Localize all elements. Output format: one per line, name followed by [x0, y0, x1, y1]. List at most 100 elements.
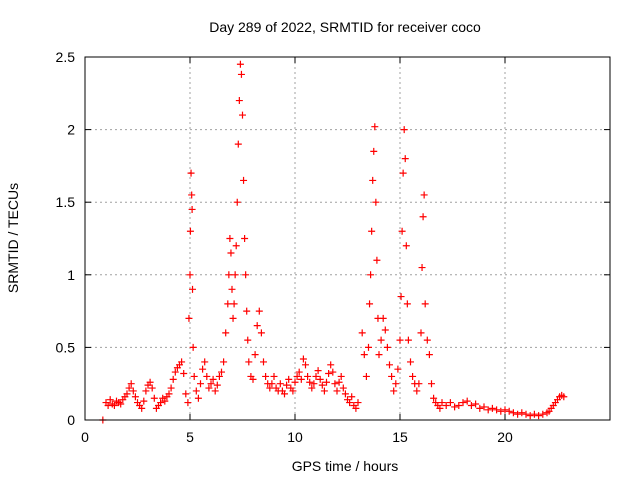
data-point	[281, 390, 288, 398]
data-point	[312, 372, 320, 380]
data-point	[390, 387, 398, 395]
data-point	[178, 358, 186, 366]
data-point	[368, 227, 376, 235]
data-points	[99, 60, 568, 424]
data-point	[438, 399, 446, 407]
data-point	[197, 380, 204, 388]
data-point	[171, 368, 179, 376]
data-point	[245, 358, 253, 366]
data-point	[418, 264, 426, 272]
data-point	[232, 242, 240, 250]
data-point	[257, 329, 265, 337]
data-point	[253, 322, 261, 330]
data-point	[186, 227, 194, 235]
data-point	[211, 387, 219, 395]
data-point	[509, 409, 517, 417]
data-point	[249, 375, 257, 383]
data-point	[106, 396, 114, 404]
y-axis-label: SRMTID / TECUs	[5, 183, 21, 293]
data-point	[476, 404, 484, 412]
data-point	[167, 384, 175, 392]
data-point	[161, 397, 169, 405]
data-point	[372, 198, 380, 206]
data-point	[310, 380, 318, 388]
data-point	[381, 326, 389, 334]
data-point	[138, 404, 146, 412]
data-point	[402, 242, 410, 250]
data-point	[397, 293, 405, 301]
data-point	[182, 390, 190, 398]
plot-frame	[84, 56, 611, 421]
data-point	[228, 285, 236, 293]
data-point	[497, 407, 505, 415]
data-point	[229, 314, 237, 322]
data-point	[129, 387, 137, 395]
data-point	[188, 191, 196, 199]
data-point	[241, 235, 249, 242]
data-point	[157, 399, 165, 407]
data-point	[392, 380, 400, 388]
data-point	[235, 97, 243, 105]
data-point	[360, 351, 368, 359]
data-point	[188, 205, 196, 213]
data-point	[333, 387, 341, 395]
data-point	[227, 249, 235, 257]
data-point	[379, 314, 387, 322]
data-point	[480, 403, 488, 411]
data-point	[407, 358, 414, 366]
data-point	[184, 399, 192, 407]
data-point	[291, 378, 299, 386]
data-point	[234, 140, 242, 148]
data-point	[268, 380, 276, 388]
data-point	[283, 381, 291, 389]
data-point	[401, 155, 409, 163]
y-tick-label: 2	[67, 122, 75, 138]
data-point	[352, 404, 360, 412]
data-point	[459, 399, 467, 407]
data-point	[530, 410, 538, 418]
data-point	[425, 351, 433, 359]
data-point	[446, 399, 454, 407]
x-tick-label: 15	[392, 429, 408, 445]
data-point	[514, 410, 522, 418]
data-point	[501, 406, 509, 414]
data-point	[386, 361, 393, 369]
data-point	[189, 285, 197, 293]
data-point	[394, 365, 402, 373]
data-point	[348, 393, 356, 401]
data-point	[398, 227, 406, 235]
data-point	[428, 380, 435, 388]
data-point	[451, 403, 459, 411]
data-point	[236, 60, 244, 68]
data-point	[539, 410, 547, 418]
x-tick-label: 5	[186, 429, 194, 445]
data-point	[104, 401, 112, 409]
data-point	[339, 384, 347, 392]
data-point	[125, 384, 133, 392]
data-point	[358, 329, 366, 337]
data-point	[213, 381, 221, 389]
data-point	[337, 372, 345, 380]
data-point	[455, 401, 463, 409]
data-point	[297, 375, 305, 383]
data-point	[329, 368, 337, 376]
data-point	[215, 372, 223, 380]
data-point	[535, 412, 543, 420]
data-point	[165, 390, 173, 398]
data-point	[222, 329, 230, 337]
data-point	[442, 401, 450, 409]
data-point	[373, 256, 381, 264]
data-point	[318, 381, 326, 389]
data-point	[371, 123, 379, 131]
y-tick-label: 0.5	[56, 339, 76, 355]
data-point	[270, 372, 278, 380]
data-point	[327, 361, 335, 369]
data-point	[209, 375, 217, 383]
data-point	[237, 70, 245, 78]
data-point	[409, 372, 417, 380]
data-point	[335, 378, 343, 386]
data-point	[383, 343, 391, 351]
data-point	[218, 368, 225, 376]
data-point	[331, 380, 339, 388]
data-point	[185, 314, 193, 322]
